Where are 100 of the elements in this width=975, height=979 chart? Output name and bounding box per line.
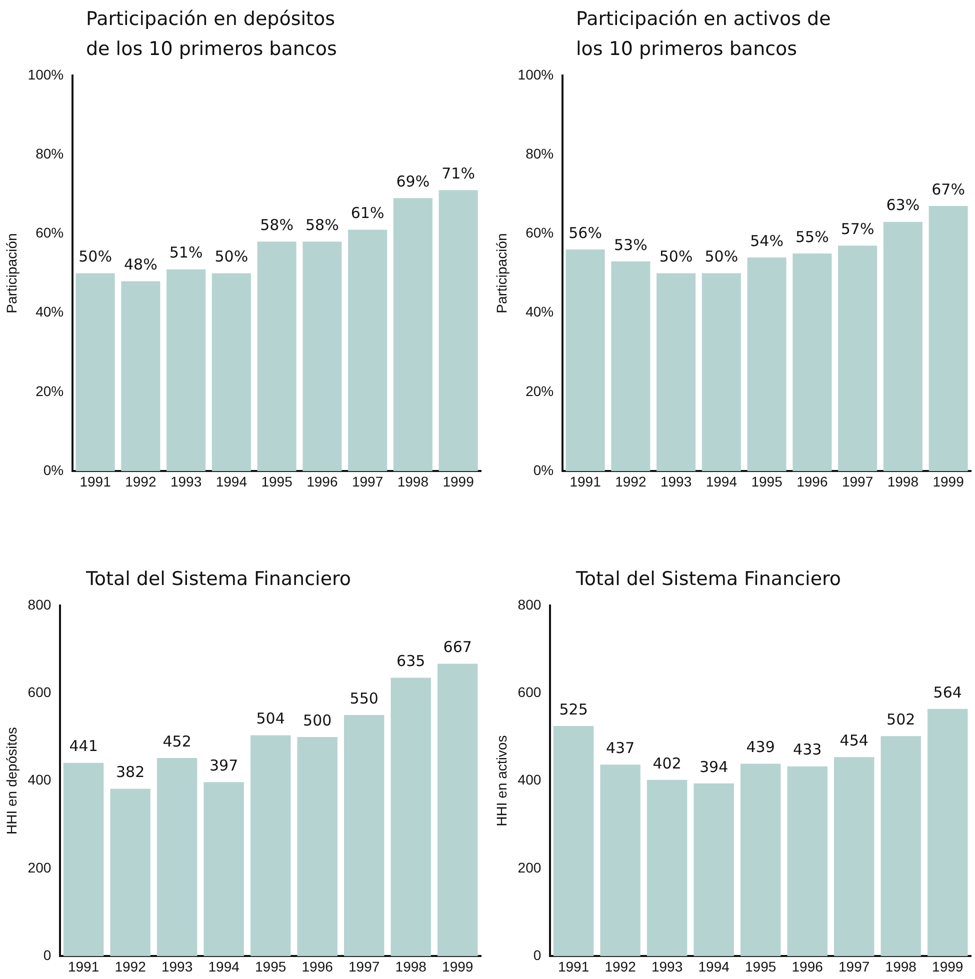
bar [393,198,432,472]
bar [63,762,104,956]
y-tick-label: 40% [526,304,554,320]
x-tick-label: 1998 [395,958,427,974]
chart-title: Total del Sistema Financiero [575,567,842,592]
bar [883,222,922,472]
x-tick-label: 1999 [932,473,964,490]
bar [121,281,160,472]
x-tick-label: 1991 [68,958,100,974]
data-label: 504 [256,710,285,728]
bar [257,242,296,472]
x-tick-label: 1993 [170,473,202,490]
bar [390,678,431,956]
y-tick-label: 800 [28,596,52,612]
x-tick-label: 1995 [261,473,293,490]
x-tick-label: 1998 [885,958,917,974]
data-label: 441 [69,737,98,756]
x-tick-label: 1999 [442,473,474,490]
y-tick-label: 60% [36,224,64,241]
data-label: 58% [306,216,339,234]
bar [792,254,832,472]
data-label: 667 [443,638,472,656]
data-label: 439 [746,738,775,756]
data-label: 69% [396,172,430,190]
data-label: 50% [659,248,693,266]
y-tick-label: 0 [533,947,542,964]
y-tick-label: 80% [36,145,64,162]
y-axis-title: HHI en activos [493,735,510,826]
x-tick-label: 1992 [604,958,636,974]
x-tick-label: 1996 [306,473,338,490]
y-tick-label: 200 [28,859,52,876]
x-tick-label: 1995 [255,958,286,974]
x-tick-label: 1993 [161,958,193,974]
x-tick-label: 1993 [651,958,683,974]
data-label: 394 [700,758,728,776]
bar [566,250,605,472]
y-axis-title: Participación [3,233,20,314]
x-tick-label: 1997 [842,473,874,490]
x-tick-label: 1994 [208,958,240,974]
bar [928,708,968,956]
data-label: 454 [840,732,868,750]
x-tick-label: 1991 [558,958,590,974]
bar [76,273,115,472]
y-tick-label: 400 [518,772,542,788]
data-label: 50% [704,248,738,266]
data-label: 564 [933,683,962,702]
data-label: 452 [162,732,192,750]
x-tick-label: 1994 [706,473,738,490]
x-tick-label: 1998 [397,473,429,490]
x-tick-label: 1992 [615,473,646,490]
y-axis-title: Participación [493,233,510,314]
data-label: 437 [606,738,635,757]
bar [702,273,741,472]
y-tick-label: 40% [36,304,64,320]
bar [787,766,828,956]
x-tick-label: 1992 [125,473,156,490]
bar [302,242,342,472]
x-tick-label: 1996 [796,473,828,490]
bar [834,757,874,956]
x-tick-label: 1994 [698,958,730,974]
x-tick-label: 1997 [348,958,380,974]
bar [438,664,478,956]
bar [166,269,206,472]
data-label: 56% [568,224,602,242]
chart-title: Participación en depósitos de los 10 primeros bancos [85,7,338,62]
data-label: 67% [932,180,965,198]
bar [156,758,198,956]
bar [880,736,921,956]
bar [438,190,478,472]
x-tick-label: 1991 [80,473,112,490]
bar [928,206,968,472]
bar [297,736,338,956]
data-label: 402 [652,754,682,772]
x-tick-label: 1996 [302,958,334,974]
y-tick-label: 20% [36,382,64,399]
data-label: 50% [78,248,112,266]
bar [694,783,734,956]
bar [348,230,388,472]
x-tick-label: 1996 [792,958,824,974]
data-label: 58% [260,216,294,234]
x-tick-label: 1995 [745,958,776,974]
y-tick-label: 0 [43,947,52,964]
y-tick-label: 100% [28,66,64,82]
data-label: 61% [350,204,384,222]
x-tick-label: 1991 [570,473,602,490]
y-tick-label: 200 [518,859,542,876]
data-label: 55% [796,228,829,246]
x-tick-label: 1997 [838,958,870,974]
y-axis-title: HHI en depósitos [3,727,20,835]
data-label: 51% [169,244,203,262]
bar [110,788,150,956]
x-tick-label: 1999 [932,958,964,974]
x-tick-label: 1998 [887,473,919,490]
data-label: 57% [840,220,874,238]
data-label: 54% [750,232,784,250]
y-tick-label: 0% [533,462,554,478]
x-tick-label: 1995 [751,473,783,490]
data-label: 433 [793,740,822,759]
data-label: 382 [116,763,145,782]
chart-title: Participación en activos de los 10 primeros bancos [575,7,832,62]
